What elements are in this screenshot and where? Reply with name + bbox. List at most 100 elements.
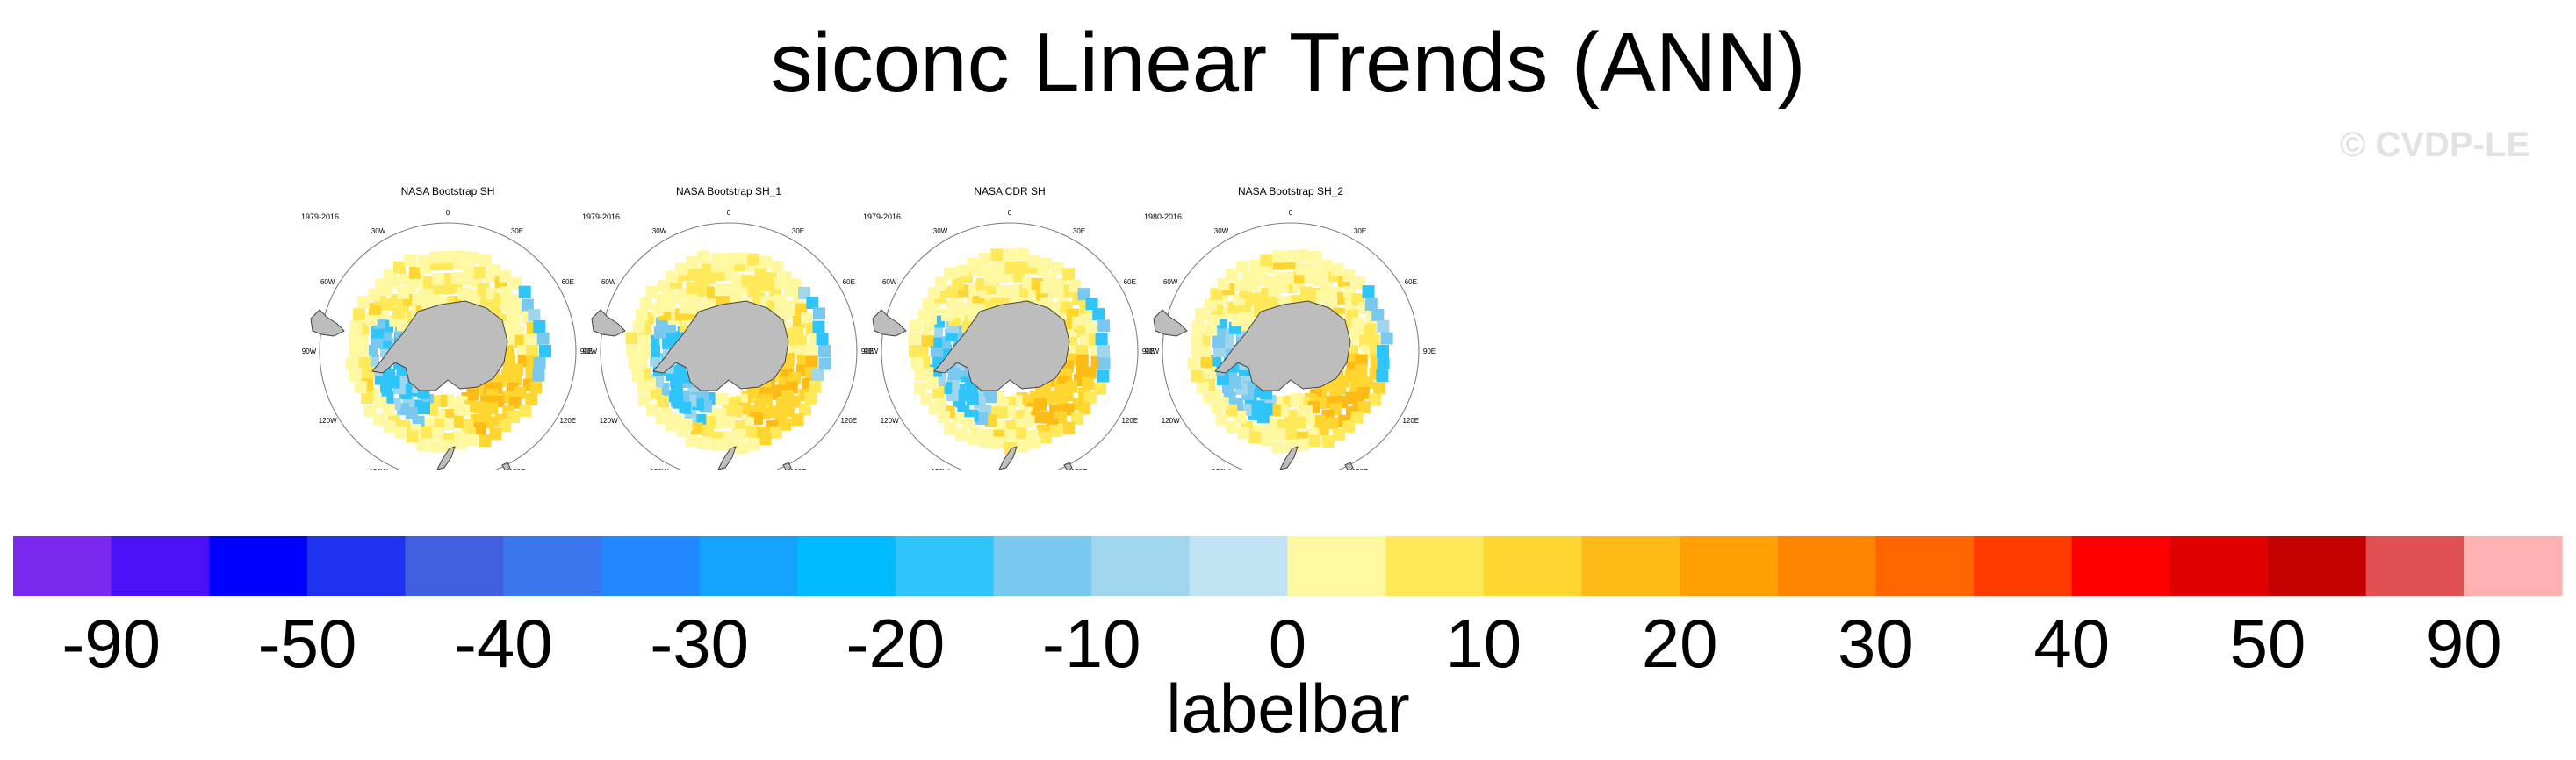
trend-cell (747, 253, 759, 266)
labelbar-swatch (699, 536, 798, 596)
trend-cell (1237, 427, 1249, 440)
trend-cell (416, 439, 429, 452)
trend-cell (649, 387, 662, 399)
labelbar-swatch (993, 536, 1092, 596)
trend-cell (1191, 319, 1205, 333)
map-panel-nasa-bootstrap-sh-2: NASA Bootstrap SH_2 1980-2016 0 30E 60E 90E… (1141, 180, 1440, 470)
trend-cell (1051, 262, 1064, 275)
longitude-label-nw30: 30W (933, 227, 948, 235)
polar-map: 030E60E90E120E150E180150W120W90W60W30W (302, 209, 593, 470)
trend-cell (967, 433, 980, 446)
trend-cell (511, 363, 524, 376)
trend-cell (922, 323, 935, 336)
labelbar-swatch (2464, 536, 2563, 596)
longitude-label-n: 0 (1008, 209, 1012, 217)
trend-cell (432, 273, 445, 286)
trend-cell (361, 391, 374, 404)
trend-cell (1271, 441, 1284, 454)
trend-cell (1316, 423, 1329, 436)
trend-cell (646, 403, 659, 416)
trend-cell (713, 416, 726, 429)
labelbar-swatch (895, 536, 995, 596)
labelbar-swatch (1777, 536, 1877, 596)
south-america-landmass (1153, 309, 1188, 337)
trend-cell (914, 369, 927, 382)
trend-cell (1097, 319, 1111, 333)
trend-cell (364, 312, 378, 326)
trend-cell (1342, 420, 1356, 434)
trend-cell (1203, 391, 1216, 405)
trend-cell (371, 335, 384, 348)
trend-cell (1014, 261, 1027, 274)
trend-cell (1204, 366, 1217, 379)
longitude-label-e60: 60E (843, 278, 855, 286)
trend-cell (779, 271, 792, 284)
trend-cell (765, 271, 777, 284)
trend-cell (955, 428, 968, 441)
labelbar-tick-label: -20 (846, 605, 946, 682)
trend-cell (368, 303, 381, 315)
trend-cell (697, 437, 710, 450)
labelbar-swatch (209, 536, 308, 596)
labelbar-tick-label: 30 (1838, 605, 1914, 682)
trend-cell (944, 422, 957, 435)
trend-cell (532, 369, 545, 382)
longitude-label-nw30: 30W (371, 227, 386, 235)
tasmania-landmass (782, 462, 792, 470)
labelbar-tick-label: 90 (2426, 605, 2502, 682)
trend-cell (1357, 387, 1371, 399)
trend-cell (1076, 345, 1088, 357)
trend-cell (349, 333, 362, 346)
trend-cell (818, 345, 831, 357)
trend-cell (442, 418, 454, 430)
trend-cell (632, 320, 645, 333)
trend-cell (1248, 431, 1262, 444)
labelbar-swatch (2268, 536, 2367, 596)
trend-cell (1226, 420, 1239, 434)
antarctica-landmass (933, 300, 1070, 391)
longitude-label-w150: 150W (651, 468, 669, 470)
trend-cell (1362, 285, 1375, 298)
antarctica-landmass (371, 300, 508, 391)
trend-cell (1211, 401, 1224, 414)
trend-cell (1080, 312, 1093, 326)
labelbar-swatch (1385, 536, 1485, 596)
trend-cell (1377, 319, 1390, 333)
trend-cell (450, 415, 464, 428)
longitude-label-w120: 120W (319, 417, 337, 425)
trend-cell (1297, 438, 1309, 451)
longitude-label-ne30: 30E (1073, 227, 1085, 235)
panel-period: 1979-2016 (863, 212, 902, 221)
longitude-label-w90: 90W (302, 348, 317, 355)
longitude-label-w60: 60W (882, 278, 897, 286)
trend-cell (961, 417, 975, 430)
trend-cell (463, 264, 476, 277)
trend-cell (371, 326, 384, 339)
trend-cell (922, 298, 935, 311)
trend-cell (1076, 354, 1089, 367)
trend-cell (533, 320, 546, 333)
trend-cell (529, 381, 543, 394)
trend-cell (519, 404, 532, 417)
trend-cell (791, 413, 804, 427)
trend-cell (1097, 369, 1110, 383)
trend-cell (944, 267, 957, 280)
trend-cell (805, 345, 817, 357)
trend-cell (1092, 308, 1105, 321)
trend-cell (1308, 434, 1321, 448)
south-america-landmass (310, 309, 345, 337)
trend-cell (1206, 312, 1220, 326)
trend-cell (442, 251, 454, 263)
trend-cell (1320, 259, 1333, 272)
trend-cell (723, 253, 735, 265)
trend-cell (1054, 278, 1068, 291)
trend-cell (909, 345, 921, 357)
labelbar-swatch (2169, 536, 2269, 596)
trend-cell (1083, 391, 1097, 404)
labelbar-swatch (1287, 536, 1386, 596)
trend-cell (479, 255, 492, 267)
trend-cell (1215, 413, 1228, 427)
trend-cell (1342, 269, 1356, 282)
trend-cell (368, 288, 381, 301)
trend-cell (528, 309, 541, 322)
